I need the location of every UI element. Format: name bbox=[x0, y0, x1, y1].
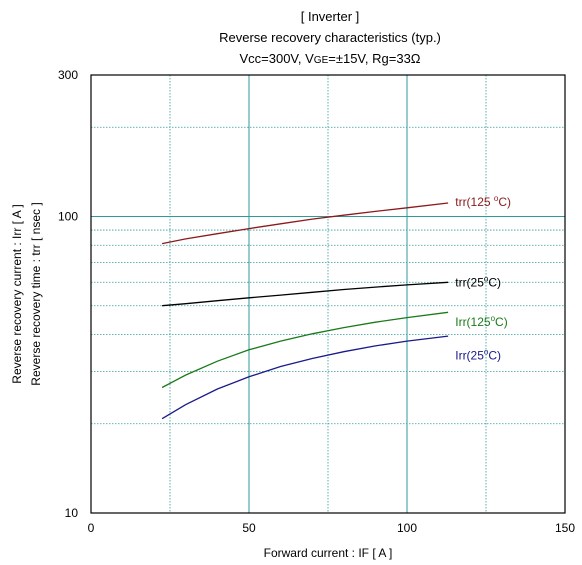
y-axis-label-time: Reverse recovery time : trr [ nsec ] bbox=[29, 202, 43, 385]
chart-title: [ Inverter ] bbox=[300, 9, 360, 24]
x-tick-label: 150 bbox=[555, 521, 575, 535]
y-axis-label-current: Reverse recovery current : Irr [ A ] bbox=[10, 204, 24, 383]
vcc-condition: Vcc=300V, bbox=[239, 51, 306, 66]
series-line bbox=[161, 311, 449, 389]
vge-condition: =±15V, Rg=33Ω bbox=[328, 51, 421, 66]
plot-frame bbox=[90, 74, 566, 514]
series-label: Irr(25oC) bbox=[455, 347, 501, 362]
chart-conditions: Vcc=300V, VGE=±15V, Rg=33Ω bbox=[0, 48, 582, 71]
y-tick-label: 100 bbox=[58, 209, 78, 223]
y-tick-label: 300 bbox=[58, 68, 78, 82]
series-label: Irr(125oC) bbox=[455, 314, 507, 329]
series-labels: trr(125 oC) trr(25oC) Irr(125oC) Irr(25oC) bbox=[455, 194, 511, 363]
chart-title-block: [ Inverter ] Reverse recovery characteri… bbox=[0, 6, 582, 71]
series-lines bbox=[161, 202, 449, 420]
x-tick-label: 100 bbox=[397, 521, 417, 535]
series-line bbox=[162, 281, 449, 307]
series-line bbox=[161, 335, 449, 420]
grid-lines bbox=[91, 75, 565, 513]
series-label: trr(125 oC) bbox=[455, 194, 511, 209]
vge-prefix: V bbox=[305, 51, 314, 66]
y-tick-label: 10 bbox=[65, 506, 79, 520]
chart-subtitle: Reverse recovery characteristics (typ.) bbox=[219, 30, 441, 45]
x-tick-label: 50 bbox=[242, 521, 256, 535]
tick-labels: 0 50 100 150 10 100 300 bbox=[58, 68, 575, 535]
x-axis-label: Forward current : IF [ A ] bbox=[264, 546, 393, 560]
x-tick-label: 0 bbox=[88, 521, 95, 535]
series-line bbox=[161, 202, 449, 245]
series-label: trr(25oC) bbox=[455, 274, 501, 289]
vge-subscript: GE bbox=[313, 55, 329, 66]
